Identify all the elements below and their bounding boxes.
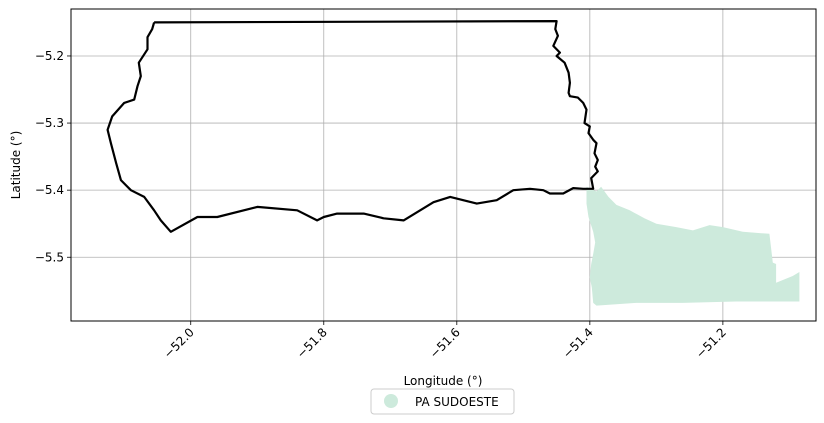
x-tick-label: −51.6 [427, 325, 463, 361]
plot-frame [70, 8, 817, 322]
map-layers [106, 20, 800, 306]
x-tick-label: −51.8 [294, 325, 330, 361]
region-pa-sudoeste [586, 186, 800, 306]
x-axis-label: Longitude (°) [404, 374, 483, 388]
y-tick-label: −5.5 [35, 250, 64, 264]
x-axis-ticks: −52.0 −51.8 −51.6 −51.4 −51.2 [161, 321, 729, 361]
x-tick-label: −52.0 [161, 325, 197, 361]
x-tick-label: −51.2 [693, 325, 729, 361]
legend-box [370, 388, 515, 415]
y-axis-label: Latitude (°) [9, 131, 23, 200]
y-tick-label: −5.4 [35, 183, 64, 197]
y-axis-ticks: −5.2 −5.3 −5.4 −5.5 [35, 49, 71, 264]
x-tick-label: −51.4 [560, 325, 596, 361]
y-tick-label: −5.2 [35, 49, 64, 63]
legend-swatch-pa-sudoeste [384, 394, 398, 408]
y-tick-label: −5.3 [35, 116, 64, 130]
boundary-outline [106, 20, 599, 233]
legend: PA SUDOESTE [370, 388, 515, 415]
legend-label-pa-sudoeste: PA SUDOESTE [415, 395, 499, 409]
